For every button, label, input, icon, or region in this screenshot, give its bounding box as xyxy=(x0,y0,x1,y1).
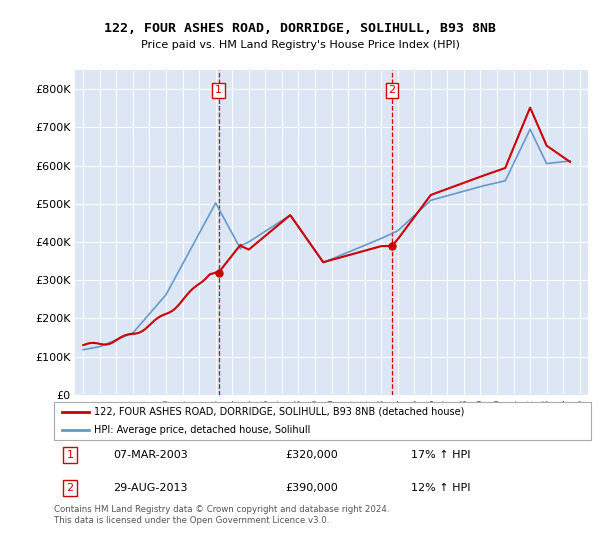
Text: Price paid vs. HM Land Registry's House Price Index (HPI): Price paid vs. HM Land Registry's House … xyxy=(140,40,460,50)
Text: 122, FOUR ASHES ROAD, DORRIDGE, SOLIHULL, B93 8NB: 122, FOUR ASHES ROAD, DORRIDGE, SOLIHULL… xyxy=(104,22,496,35)
Text: 07-MAR-2003: 07-MAR-2003 xyxy=(113,450,188,460)
Text: 17% ↑ HPI: 17% ↑ HPI xyxy=(411,450,470,460)
Text: Contains HM Land Registry data © Crown copyright and database right 2024.
This d: Contains HM Land Registry data © Crown c… xyxy=(54,505,389,525)
Text: 29-AUG-2013: 29-AUG-2013 xyxy=(113,483,188,493)
Text: 122, FOUR ASHES ROAD, DORRIDGE, SOLIHULL, B93 8NB (detached house): 122, FOUR ASHES ROAD, DORRIDGE, SOLIHULL… xyxy=(94,407,464,417)
Text: 1: 1 xyxy=(215,85,222,95)
Text: £320,000: £320,000 xyxy=(286,450,338,460)
Text: 2: 2 xyxy=(67,483,74,493)
Text: 2: 2 xyxy=(389,85,395,95)
Text: 12% ↑ HPI: 12% ↑ HPI xyxy=(411,483,470,493)
Text: £390,000: £390,000 xyxy=(286,483,338,493)
Text: HPI: Average price, detached house, Solihull: HPI: Average price, detached house, Soli… xyxy=(94,426,311,436)
Text: 1: 1 xyxy=(67,450,74,460)
FancyBboxPatch shape xyxy=(54,402,591,440)
